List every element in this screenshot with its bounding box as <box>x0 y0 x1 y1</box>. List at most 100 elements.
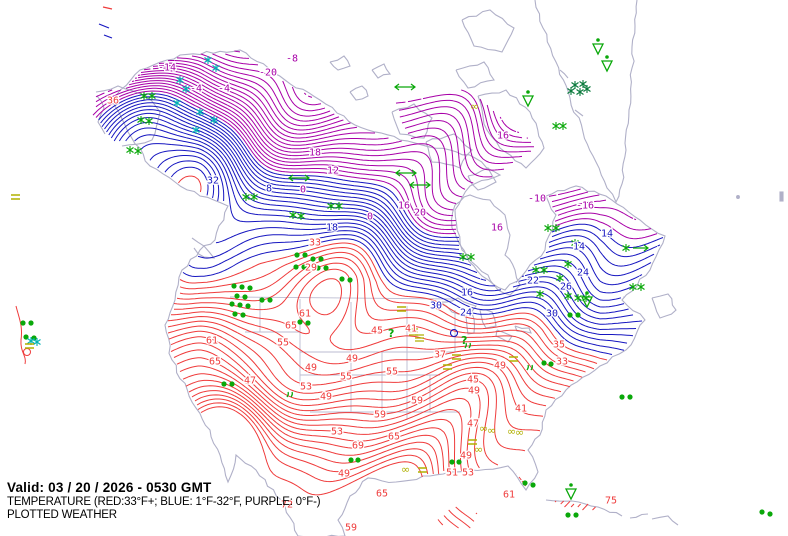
snow-icon <box>145 117 153 125</box>
rain-dot-icon <box>315 265 321 271</box>
contour-label: 0 <box>300 185 306 196</box>
drizzle-icon <box>464 342 471 349</box>
contour-label: -4 <box>190 84 202 95</box>
shower-icon <box>591 43 605 56</box>
snow-icon <box>544 224 552 232</box>
contour-label: 59 <box>374 410 386 421</box>
haze-infinity-icon: ∞ <box>401 463 410 476</box>
rain-dot-icon <box>28 320 34 326</box>
contour-label: 32 <box>207 176 219 187</box>
snow-icon <box>289 211 297 219</box>
contour-label: 16 <box>398 201 410 212</box>
contour-label: 53 <box>462 468 474 479</box>
rain-dot-icon <box>567 312 573 318</box>
contour-label: 26 <box>560 282 572 293</box>
snow-icon <box>637 283 645 291</box>
shower-dot-icon <box>596 38 600 42</box>
contour-label: 65 <box>388 432 400 443</box>
snow-icon <box>467 253 475 261</box>
rain-dot-icon <box>240 312 246 318</box>
station-circle-icon <box>449 328 459 338</box>
contour-label: 24 <box>460 308 472 319</box>
snow-icon <box>242 193 250 201</box>
wind-arrow-icon <box>394 83 416 91</box>
rain-dot-icon <box>293 264 299 270</box>
rain-dot-icon <box>23 334 29 340</box>
map-legend: Valid: 03 / 20 / 2026 - 0530 GMT TEMPERA… <box>7 480 321 522</box>
contour-label: 16 <box>461 288 473 299</box>
contour-label: 8 <box>266 184 272 195</box>
unknown-weather-icon: ? <box>461 334 467 347</box>
contour-label: 59 <box>345 523 357 534</box>
snow-icon <box>567 87 575 95</box>
snow-icon <box>571 81 579 89</box>
snow-icon <box>134 147 142 155</box>
rain-dot-icon <box>456 459 462 465</box>
contour-label: -16 <box>576 201 594 212</box>
rain-dot-icon <box>310 256 316 262</box>
snow-icon <box>204 56 212 64</box>
contour-label: -4 <box>218 84 230 95</box>
contour-label: 18 <box>309 148 321 159</box>
contours-frigid <box>92 50 658 240</box>
snow-icon <box>552 224 560 232</box>
contour-label: 51 <box>446 468 458 479</box>
contour-label: 18 <box>326 223 338 234</box>
snow-icon <box>148 92 156 100</box>
contour-label: 49 <box>494 361 506 372</box>
rain-dot-icon <box>318 256 324 262</box>
contour-label: 45 <box>371 326 383 337</box>
shower-dot-icon <box>526 90 530 94</box>
contour-label: 61 <box>206 336 218 347</box>
contours-warm <box>167 175 608 529</box>
rain-dot-icon <box>339 276 345 282</box>
rain-dot-icon <box>323 265 329 271</box>
rain-dot-icon <box>541 360 547 366</box>
unknown-weather-icon: ? <box>388 327 394 340</box>
shower-dot-icon <box>569 483 573 487</box>
wind-arrow-icon <box>633 244 649 252</box>
drizzle-icon <box>526 364 533 371</box>
contour-label: 36 <box>107 96 119 107</box>
contour-label: 0 <box>367 212 373 223</box>
rain-dot-icon <box>259 297 265 303</box>
haze-infinity-icon: ∞ <box>487 424 496 437</box>
contour-label: 49 <box>305 363 317 374</box>
snow-icon <box>176 76 184 84</box>
rain-dot-icon <box>767 511 773 517</box>
map-fragments <box>15 6 113 365</box>
shower-icon <box>521 95 535 108</box>
rain-dot-icon <box>305 320 311 326</box>
contour-label: 22 <box>527 276 539 287</box>
snow-icon <box>629 283 637 291</box>
snow-icon <box>335 202 343 210</box>
rain-dot-icon <box>573 512 579 518</box>
shower-dot-icon <box>605 55 609 59</box>
haze-icon <box>443 364 452 370</box>
contour-label: 65 <box>209 357 221 368</box>
rain-dot-icon <box>232 311 238 317</box>
contour-label: -10 <box>528 194 546 205</box>
rain-dot-icon <box>294 252 300 258</box>
snow-icon <box>564 260 572 268</box>
contour-label: 59 <box>411 396 423 407</box>
rain-dot-icon <box>627 394 633 400</box>
snow-icon <box>583 85 591 93</box>
rain-dot-icon <box>619 394 625 400</box>
contour-label: 41 <box>405 324 417 335</box>
snow-icon <box>137 116 145 124</box>
contour-label: 47 <box>244 376 256 387</box>
contour-label: 55 <box>340 372 352 383</box>
snow-icon <box>250 193 258 201</box>
shower-icon <box>564 488 578 501</box>
plotted-weather-label: PLOTTED WEATHER <box>7 509 117 521</box>
rain-dot-icon <box>449 459 455 465</box>
haze-icon <box>397 306 406 312</box>
snow-icon <box>210 116 218 124</box>
snow-icon <box>192 126 200 134</box>
wind-arrow-icon <box>409 181 431 189</box>
contour-label: 61 <box>503 490 515 501</box>
contour-label: -14 <box>158 63 176 74</box>
contour-label: 75 <box>605 496 617 507</box>
